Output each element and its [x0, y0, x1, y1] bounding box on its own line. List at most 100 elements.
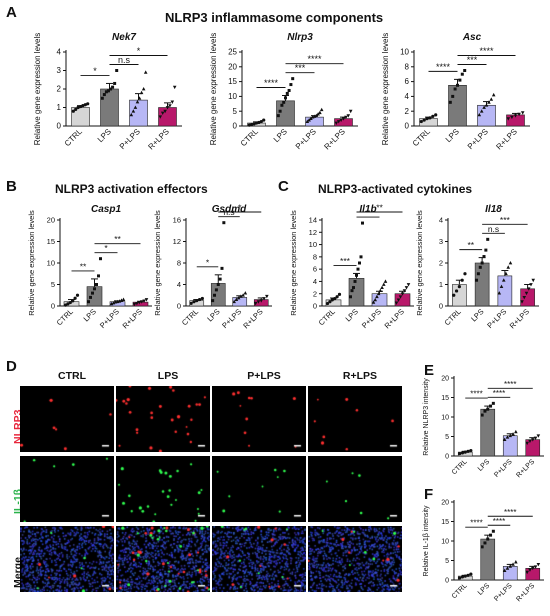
nlrp3-intensity-bar-chart: Relative NLRP3 intensity 0 5 10 15 20 CTRL LPS P…: [423, 376, 544, 479]
panel-letter-c: C: [278, 178, 289, 195]
y-tick-label: 0: [313, 302, 317, 311]
data-point: [111, 300, 116, 305]
data-point: [252, 122, 256, 126]
x-tick-label-r-lps: R+LPS: [508, 307, 531, 330]
data-point: [257, 120, 261, 125]
data-point: [119, 298, 124, 302]
data-point: [466, 449, 470, 453]
data-point: [371, 300, 376, 304]
data-point: [121, 297, 126, 301]
y-tick-label: 20: [441, 500, 449, 507]
data-point: [460, 575, 465, 579]
data-point: [282, 100, 286, 104]
y-axis-label: Relative gene expression levels: [33, 33, 42, 146]
y-tick-label: 1: [57, 103, 62, 112]
data-point: [139, 90, 144, 95]
data-point: [483, 409, 487, 413]
data-point: [506, 265, 511, 269]
data-point: [100, 96, 104, 100]
micro-tile-nlrp3-r-lps: [308, 386, 402, 452]
chart-title: Nlrp3: [287, 32, 313, 43]
data-point: [71, 299, 75, 303]
data-point: [287, 88, 291, 92]
significance-label: ****: [436, 62, 451, 72]
data-point: [291, 77, 295, 81]
data-point: [350, 289, 354, 293]
micro-tile-il-1-lps: [116, 456, 210, 522]
data-point: [463, 574, 467, 578]
significance-label: *: [93, 66, 97, 76]
data-point: [349, 295, 352, 299]
data-point: [526, 287, 531, 291]
y-tick-label: 20: [441, 376, 449, 383]
data-point: [353, 279, 357, 283]
data-point: [383, 279, 388, 283]
bar-r-lps: [520, 288, 535, 307]
y-tick-label: 4: [439, 216, 443, 225]
significance-label: *: [206, 257, 210, 267]
data-point: [330, 298, 334, 302]
data-point: [259, 119, 263, 124]
significance-label: ***: [295, 63, 306, 73]
bar-lps: [448, 84, 467, 127]
data-point: [241, 293, 245, 297]
x-tick-label-lps: LPS: [96, 127, 113, 144]
data-point: [318, 110, 322, 115]
y-tick-label: 5: [233, 107, 238, 116]
y-tick-label: 6: [313, 265, 317, 274]
data-point: [458, 452, 462, 456]
data-point: [352, 286, 355, 290]
data-point: [341, 117, 346, 121]
data-point: [517, 112, 521, 117]
data-point: [511, 432, 515, 436]
x-tick-label-lps: LPS: [469, 307, 485, 323]
data-point: [137, 96, 142, 100]
data-point: [76, 105, 80, 110]
x-tick-label-lps: LPS: [205, 307, 221, 323]
data-point: [448, 100, 452, 104]
x-tick-label-r-lps: R+LPS: [515, 582, 536, 603]
data-point: [528, 568, 532, 572]
y-tick-label: 0: [177, 302, 181, 311]
bar-p-lps: [129, 99, 148, 127]
panel-c-title: NLRP3-activated cytokines: [318, 182, 473, 196]
data-point: [276, 114, 280, 118]
data-point: [129, 112, 134, 117]
data-point: [404, 286, 409, 290]
significance-label: **: [114, 234, 121, 244]
micro-tile-nlrp3-p-lps: [212, 386, 306, 452]
data-point: [216, 283, 220, 286]
data-point: [451, 94, 455, 98]
data-point: [144, 298, 149, 302]
micro-tile-il-1-r-lps: [308, 456, 402, 522]
data-point: [348, 109, 353, 114]
data-point: [536, 563, 541, 567]
micro-tile-merge-ctrl: [20, 526, 114, 592]
x-tick-label-lps: LPS: [82, 307, 98, 323]
data-point: [505, 435, 510, 439]
data-point: [452, 293, 456, 297]
x-tick-label-ctrl: CTRL: [451, 582, 469, 600]
data-point: [346, 114, 351, 118]
data-point: [478, 265, 482, 269]
data-point: [170, 100, 175, 104]
y-tick-label: 0: [233, 122, 238, 131]
x-tick-label-r-lps: R+LPS: [322, 127, 346, 151]
y-tick-label: 15: [228, 77, 237, 86]
panel-letter-b: B: [6, 178, 17, 195]
data-point: [189, 301, 193, 305]
x-tick-label-p-lps: P+LPS: [485, 307, 508, 330]
y-tick-label: 20: [228, 62, 237, 71]
significance-label: ***: [340, 256, 351, 266]
data-point: [375, 294, 379, 299]
data-point: [280, 103, 284, 107]
data-point: [458, 576, 462, 580]
data-point: [95, 283, 98, 286]
y-tick-label: 0: [51, 302, 55, 311]
data-point: [132, 302, 137, 307]
data-point: [373, 297, 378, 302]
x-tick-label-p-lps: P+LPS: [220, 307, 243, 330]
casp1-bar-chart: Casp1 Relative gene expression levels 0 5 10…: [27, 204, 152, 330]
data-point: [284, 96, 287, 100]
data-point: [168, 104, 172, 108]
